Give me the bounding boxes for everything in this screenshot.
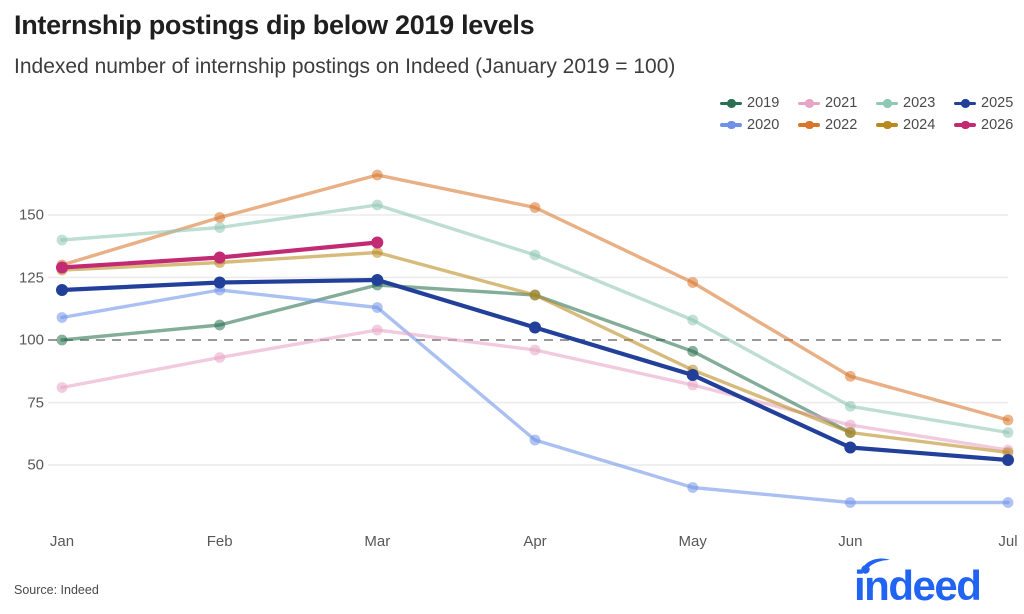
data-point-2022-Jul[interactable] bbox=[1002, 414, 1014, 426]
legend-item-2024[interactable]: 2024 bbox=[876, 116, 938, 133]
data-point-2026-Feb[interactable] bbox=[213, 251, 226, 264]
x-axis-tick-label-apr: Apr bbox=[523, 533, 547, 550]
legend-item-2026[interactable]: 2026 bbox=[954, 116, 1016, 133]
legend-row: 2019 2021 2023 2025 bbox=[720, 96, 1016, 111]
legend-item-2021[interactable]: 2021 bbox=[798, 96, 860, 111]
data-point-2021-Jun[interactable] bbox=[844, 419, 856, 431]
source-note: Source: Indeed bbox=[14, 583, 99, 597]
data-point-2025-Feb[interactable] bbox=[213, 276, 226, 289]
data-point-2022-Feb[interactable] bbox=[214, 212, 226, 223]
data-point-2025-Jan[interactable] bbox=[56, 284, 68, 296]
chart-legend: 2019 2021 2023 2025 2020 2022 2024 2026 bbox=[720, 96, 1016, 132]
data-point-2023-Mar[interactable] bbox=[371, 199, 383, 211]
data-point-2020-Mar[interactable] bbox=[371, 302, 383, 313]
legend-item-2020[interactable]: 2020 bbox=[720, 116, 782, 133]
data-point-2023-May[interactable] bbox=[687, 314, 699, 326]
legend-label: 2020 bbox=[747, 116, 780, 133]
svg-text:indeed: indeed bbox=[854, 562, 980, 603]
legend-swatch-icon bbox=[720, 97, 742, 109]
data-point-2022-Jun[interactable] bbox=[844, 370, 856, 382]
data-point-2023-Jul[interactable] bbox=[1002, 427, 1014, 438]
data-point-2021-Mar[interactable] bbox=[371, 324, 383, 336]
legend-label: 2024 bbox=[903, 116, 936, 133]
legend-swatch-icon bbox=[720, 119, 742, 131]
data-point-2023-Jan[interactable] bbox=[56, 234, 68, 246]
data-point-2024-Jun[interactable] bbox=[844, 427, 856, 438]
data-point-2021-Feb[interactable] bbox=[214, 352, 226, 363]
data-point-2024-Apr[interactable] bbox=[529, 289, 541, 301]
indeed-logo: indeed bbox=[850, 555, 1010, 609]
data-point-2021-Jan[interactable] bbox=[56, 382, 68, 393]
x-axis-tick-label-jun: Jun bbox=[838, 533, 863, 550]
data-point-2023-Feb[interactable] bbox=[214, 222, 226, 233]
page-title: Internship postings dip below 2019 level… bbox=[14, 10, 535, 40]
x-axis-tick-label-mar: Mar bbox=[364, 533, 391, 550]
legend-swatch-icon bbox=[954, 97, 976, 109]
data-point-2026-Jan[interactable] bbox=[56, 261, 68, 274]
legend-swatch-icon bbox=[876, 119, 898, 131]
legend-swatch-icon bbox=[798, 119, 820, 131]
legend-swatch-icon bbox=[798, 97, 820, 109]
page-subtitle: Indexed number of internship postings on… bbox=[14, 55, 676, 78]
data-point-2022-May[interactable] bbox=[687, 277, 699, 288]
data-point-2019-May[interactable] bbox=[687, 345, 699, 357]
x-axis-tick-label-feb: Feb bbox=[206, 533, 233, 550]
data-point-2019-Feb[interactable] bbox=[214, 319, 226, 331]
legend-item-2022[interactable]: 2022 bbox=[798, 116, 860, 133]
data-point-2025-Jun[interactable] bbox=[844, 441, 857, 454]
legend-label: 2021 bbox=[825, 95, 858, 111]
data-point-2023-Apr[interactable] bbox=[529, 249, 541, 261]
legend-swatch-icon bbox=[876, 97, 898, 109]
data-point-2020-May[interactable] bbox=[687, 482, 699, 493]
data-point-2025-Jul[interactable] bbox=[1002, 454, 1014, 466]
legend-item-2023[interactable]: 2023 bbox=[876, 96, 938, 111]
data-point-2025-Apr[interactable] bbox=[529, 321, 541, 334]
y-axis-tick-label: 75 bbox=[27, 394, 44, 411]
data-point-2021-Apr[interactable] bbox=[529, 344, 541, 356]
data-point-2024-Mar[interactable] bbox=[371, 247, 383, 258]
data-point-2025-May[interactable] bbox=[686, 369, 699, 381]
y-axis-tick-label: 100 bbox=[18, 331, 44, 349]
legend-label: 2019 bbox=[747, 95, 780, 111]
data-point-2023-Jun[interactable] bbox=[844, 400, 856, 412]
x-axis-tick-label-jul: Jul bbox=[998, 533, 1018, 550]
data-point-2020-Jun[interactable] bbox=[844, 497, 856, 508]
data-point-2022-Mar[interactable] bbox=[371, 169, 383, 181]
legend-swatch-icon bbox=[954, 119, 976, 131]
series-line-2019[interactable] bbox=[60, 283, 852, 435]
y-axis-tick-label: 50 bbox=[27, 456, 44, 474]
legend-item-2019[interactable]: 2019 bbox=[720, 96, 782, 111]
series-line-2023[interactable] bbox=[60, 203, 1010, 435]
legend-item-2025[interactable]: 2025 bbox=[954, 96, 1016, 111]
legend-label: 2023 bbox=[903, 95, 936, 111]
data-point-2019-Jan[interactable] bbox=[56, 334, 68, 346]
data-point-2020-Jan[interactable] bbox=[56, 312, 68, 323]
data-point-2020-Apr[interactable] bbox=[529, 434, 541, 446]
data-point-2021-May[interactable] bbox=[687, 379, 699, 391]
legend-label: 2026 bbox=[981, 116, 1014, 133]
y-axis-tick-label: 125 bbox=[18, 269, 44, 286]
indeed-logo-icon: indeed bbox=[854, 558, 982, 609]
legend-label: 2022 bbox=[825, 116, 858, 133]
y-axis-tick-label: 150 bbox=[18, 206, 44, 224]
legend-label: 2025 bbox=[981, 95, 1014, 111]
x-axis-tick-label-may: May bbox=[678, 533, 707, 550]
data-point-2026-Mar[interactable] bbox=[371, 236, 384, 249]
data-point-2022-Apr[interactable] bbox=[529, 202, 541, 213]
data-point-2020-Jul[interactable] bbox=[1002, 497, 1014, 508]
legend-row: 2020 2022 2024 2026 bbox=[720, 116, 1016, 133]
data-point-2025-Mar[interactable] bbox=[371, 274, 384, 286]
x-axis-tick-label-jan: Jan bbox=[49, 533, 75, 550]
